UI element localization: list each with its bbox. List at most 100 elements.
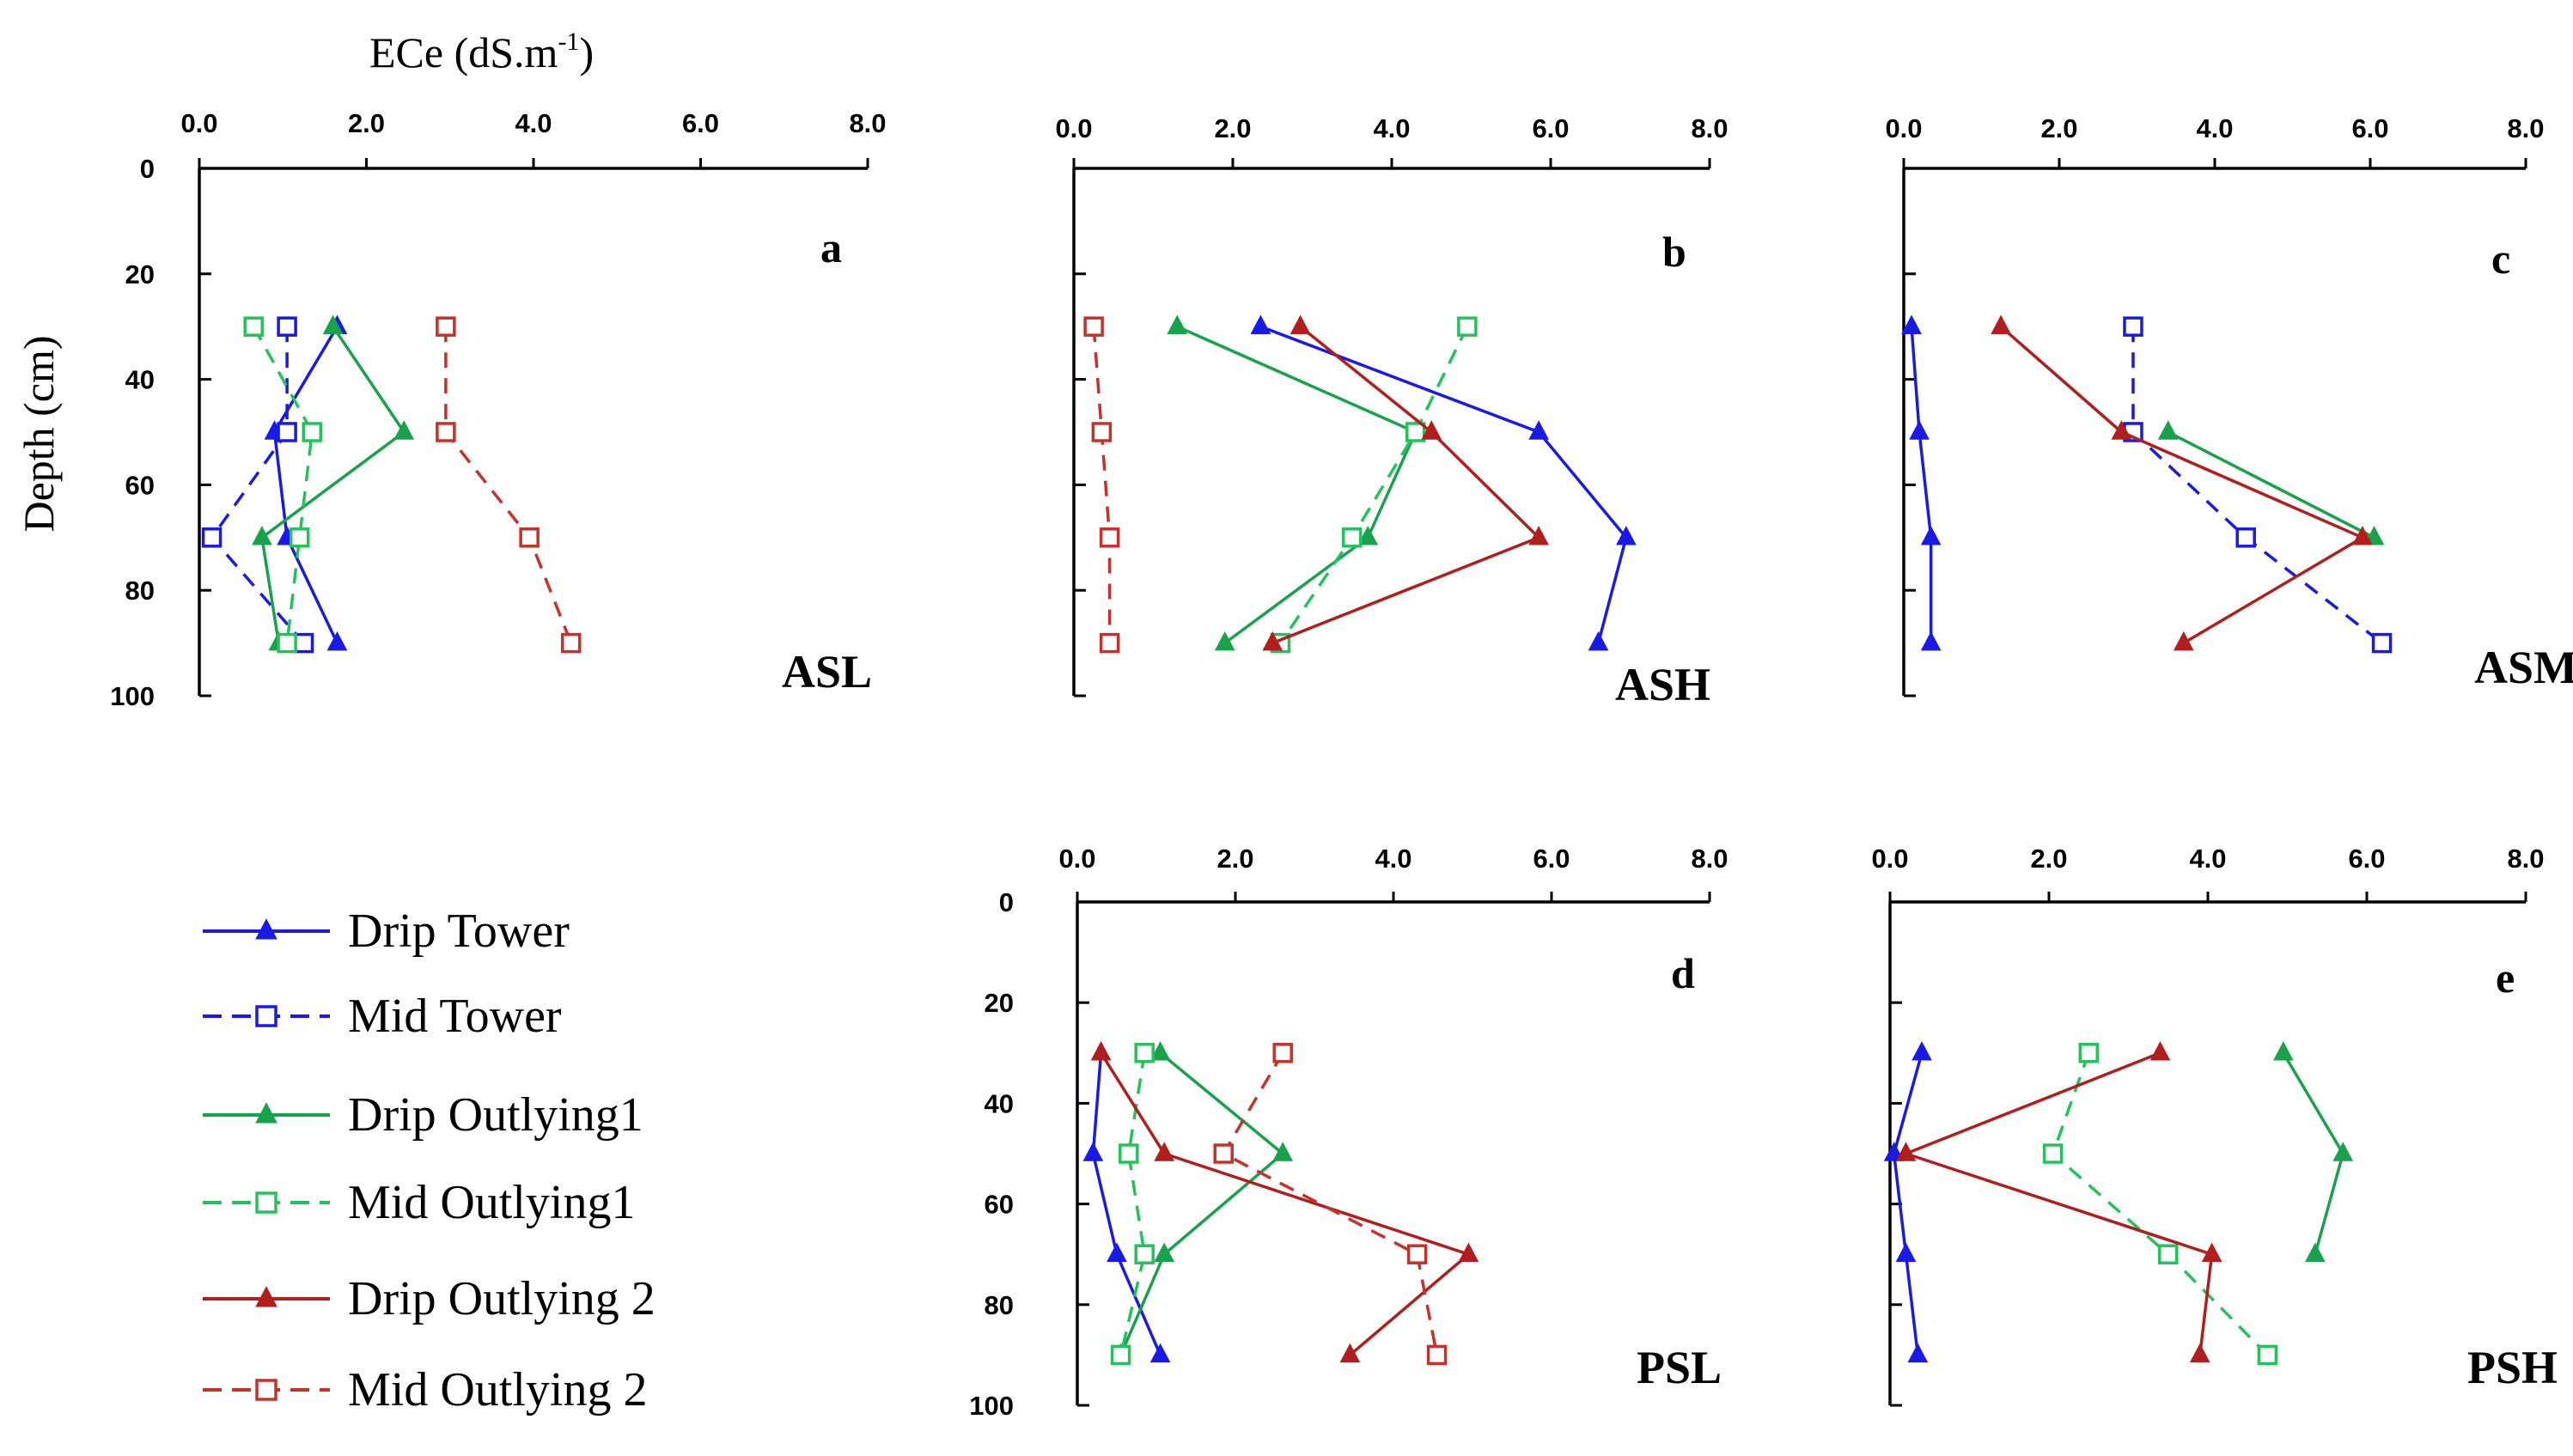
x-tick-label: 2.0	[348, 108, 385, 138]
x-axis-title: ECe (dS.m-1)	[369, 27, 594, 76]
data-point	[2111, 420, 2132, 440]
series-line	[1901, 1051, 2214, 1355]
series-line	[1176, 325, 1418, 645]
data-point	[1991, 314, 2011, 334]
series-line	[1221, 1051, 1439, 1355]
y-tick-label: 100	[969, 1391, 1014, 1421]
data-point	[436, 316, 456, 337]
legend-label: Drip Outlying 2	[348, 1272, 655, 1325]
panel-letter: c	[2491, 235, 2510, 283]
data-point	[1262, 631, 1283, 651]
panel-d: 0.0 2.0 4.0 6.0 8.0 0 20 40 60 80 100 d PSL	[969, 844, 1728, 1421]
data-point	[1099, 632, 1120, 654]
data-point	[2305, 1242, 2326, 1262]
data-point	[302, 422, 323, 442]
x-tick-label: 8.0	[1691, 113, 1728, 143]
data-point	[1911, 1041, 1932, 1061]
site-label: PSL	[1637, 1342, 1722, 1393]
series-line	[1999, 325, 2366, 645]
legend-item: Drip Outlying1	[203, 1088, 643, 1142]
series-line	[252, 326, 314, 643]
x-tick-label: 4.0	[2189, 844, 2226, 874]
panel-letter: e	[2496, 953, 2515, 1002]
data-point	[1149, 1041, 1171, 1061]
x-tick-label: 6.0	[2351, 113, 2388, 143]
series-drip-outlying-2	[1991, 314, 2373, 651]
data-point	[2371, 632, 2393, 654]
x-tick-label: 6.0	[1533, 844, 1570, 874]
data-point	[561, 632, 582, 654]
data-point	[2078, 1043, 2099, 1063]
legend-marker	[255, 1379, 277, 1401]
data-point	[252, 526, 272, 545]
y-tick-label: 80	[125, 576, 155, 606]
data-point	[2173, 631, 2194, 651]
data-point	[1083, 316, 1104, 337]
data-point	[277, 316, 297, 337]
x-tick-label: 4.0	[515, 108, 552, 138]
data-point	[1119, 1143, 1139, 1164]
x-tick-label: 4.0	[2196, 113, 2233, 143]
data-point	[1272, 1142, 1294, 1161]
x-tick-label: 0.0	[1055, 113, 1092, 143]
data-point	[1149, 1343, 1171, 1363]
y-tick-label: 0	[999, 887, 1014, 917]
series-line	[1892, 1052, 1924, 1355]
panel-b: 0.0 2.0 4.0 6.0 8.0 b ASH	[1055, 113, 1728, 710]
y-tick-label: 40	[985, 1088, 1014, 1118]
x-tick-label: 4.0	[1375, 844, 1411, 874]
x-tick-label: 2.0	[1216, 844, 1253, 874]
y-axis-title: Depth (cm)	[15, 335, 63, 532]
data-point	[1357, 526, 1379, 545]
data-point	[1907, 1343, 1929, 1363]
series-drip-outlying-2	[1090, 1041, 1479, 1363]
series-line	[1100, 1051, 1472, 1356]
data-point	[1099, 527, 1120, 548]
data-point	[1107, 1242, 1127, 1262]
y-tick-label: 20	[985, 988, 1014, 1018]
series-mid-outlying-2	[436, 316, 582, 654]
x-tick-label: 0.0	[1058, 844, 1095, 874]
data-point	[1895, 1142, 1917, 1161]
y-tick-label: 100	[110, 681, 155, 711]
legend-marker	[255, 1102, 277, 1124]
data-point	[1528, 526, 1549, 545]
site-label: ASL	[782, 646, 872, 698]
series-drip-tower	[1082, 1041, 1171, 1363]
data-point	[1588, 631, 1609, 651]
legend-label: Mid Outlying 2	[348, 1363, 647, 1416]
data-point	[201, 527, 223, 548]
data-point	[2123, 316, 2143, 337]
series-drip-outlying1	[2273, 1041, 2354, 1262]
data-point	[1290, 314, 1311, 334]
data-point	[1082, 1142, 1104, 1161]
x-tick-label: 8.0	[2507, 113, 2544, 143]
series-mid-tower	[2123, 316, 2393, 654]
data-point	[1154, 1142, 1175, 1161]
panel-letter: b	[1662, 228, 1686, 276]
x-tick-label: 8.0	[2507, 844, 2544, 874]
data-point	[277, 632, 297, 654]
panels: 0.0 2.0 4.0 6.0 8.0 0 20 40 60 80 100 a ASL 0.0 2.0 4.0…	[110, 108, 2573, 1421]
legend-marker	[255, 1286, 277, 1307]
x-tick-label: 8.0	[849, 108, 886, 138]
series-mid-outlying1	[2042, 1043, 2278, 1366]
series-line	[2051, 1052, 2269, 1356]
series-drip-tower	[1901, 314, 1942, 651]
site-label: ASM	[2474, 642, 2573, 693]
data-point	[1214, 631, 1235, 651]
data-point	[2273, 1041, 2294, 1061]
data-point	[1090, 1041, 1112, 1061]
panel-e: 0.0 2.0 4.0 6.0 8.0 e PSH	[1871, 844, 2558, 1407]
series-mid-outlying-2	[1083, 316, 1120, 654]
data-point	[243, 316, 264, 337]
series-mid-outlying1	[1110, 1043, 1155, 1366]
series-line	[260, 326, 406, 643]
data-point	[277, 422, 297, 442]
data-point	[1250, 314, 1271, 334]
series-line	[2167, 430, 2375, 539]
y-tick-label: 60	[985, 1190, 1014, 1220]
series-drip-outlying-2	[1895, 1041, 2222, 1363]
series-drip-outlying1	[252, 314, 415, 651]
